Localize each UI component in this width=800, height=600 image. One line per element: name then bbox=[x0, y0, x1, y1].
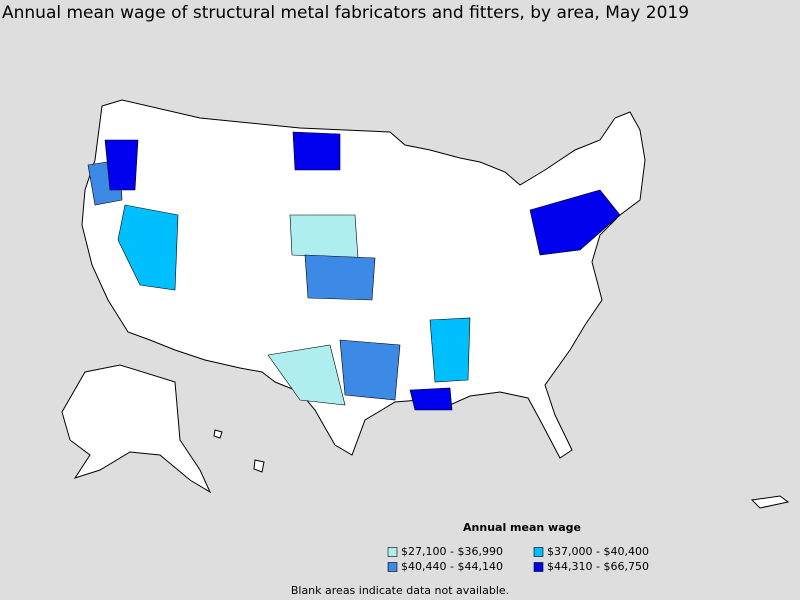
map-note: Blank areas indicate data not available. bbox=[291, 584, 509, 597]
legend-label: $27,100 - $36,990 bbox=[401, 545, 503, 558]
legend-swatch bbox=[387, 547, 398, 557]
hawaii bbox=[213, 429, 223, 439]
area-region bbox=[292, 131, 341, 171]
hawaii-island bbox=[253, 459, 265, 473]
map bbox=[61, 99, 790, 509]
legend-swatch bbox=[533, 547, 544, 557]
legend-label: $44,310 - $66,750 bbox=[547, 560, 649, 573]
legend-swatch bbox=[387, 562, 398, 572]
area-region bbox=[267, 344, 346, 406]
area-region bbox=[409, 387, 453, 411]
legend-swatch bbox=[533, 562, 544, 572]
area-region bbox=[104, 139, 139, 191]
area-region bbox=[339, 339, 401, 401]
legend-label: $40,440 - $44,140 bbox=[401, 560, 503, 573]
alaska bbox=[61, 364, 212, 494]
area-region bbox=[529, 189, 621, 256]
puerto-rico bbox=[750, 495, 790, 509]
area-region bbox=[304, 254, 376, 301]
map-title: Annual mean wage of structural metal fab… bbox=[2, 3, 689, 23]
area-region bbox=[429, 317, 471, 383]
area-region bbox=[117, 204, 179, 291]
area-region bbox=[289, 214, 359, 259]
legend-label: $37,000 - $40,400 bbox=[547, 545, 649, 558]
legend: Annual mean wage $27,100 - $36,990 $37,00… bbox=[387, 521, 649, 573]
legend-title: Annual mean wage bbox=[463, 521, 581, 534]
